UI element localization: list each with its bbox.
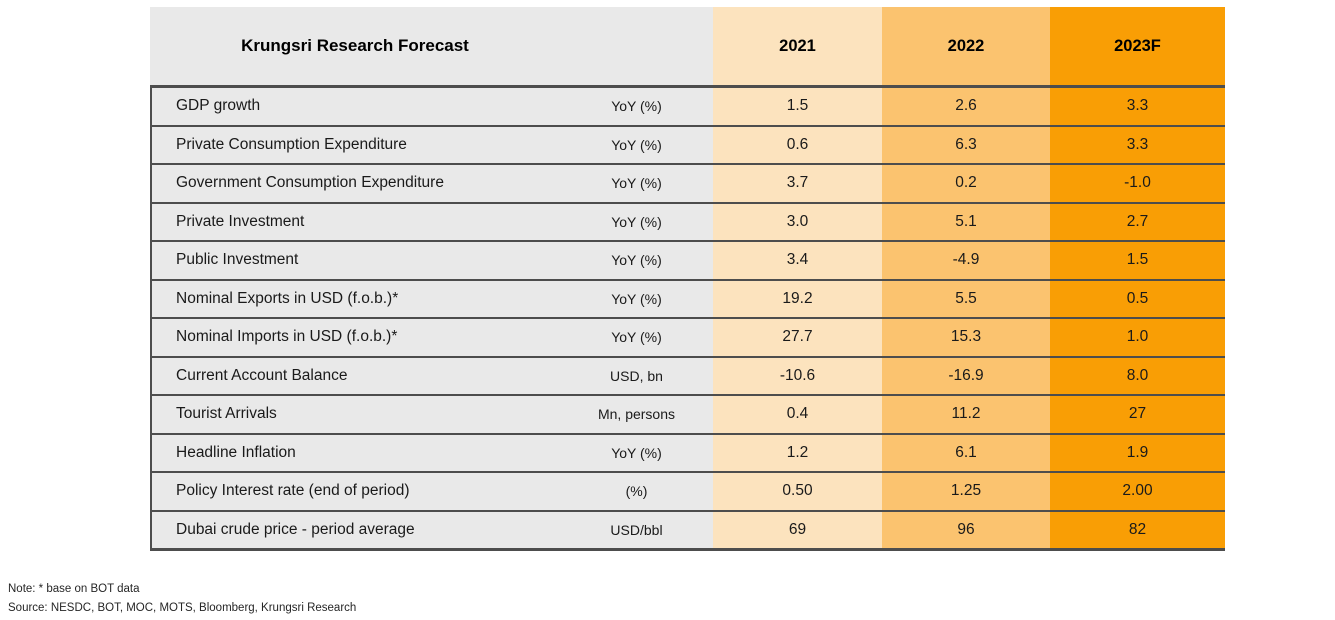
row-value-2022: 5.5 [882, 280, 1050, 317]
row-value-2022: 5.1 [882, 203, 1050, 240]
row-label: Dubai crude price - period average [150, 511, 560, 548]
row-value-2021: 19.2 [713, 280, 882, 317]
row-value-2022: 2.6 [882, 88, 1050, 125]
row-unit: (%) [560, 473, 713, 510]
row-value-2022: 6.1 [882, 434, 1050, 471]
table-row: Nominal Imports in USD (f.o.b.)* YoY (%)… [150, 319, 1225, 358]
row-value-2022: 15.3 [882, 319, 1050, 356]
row-unit: YoY (%) [560, 434, 713, 471]
table-row: Current Account Balance USD, bn -10.6 -1… [150, 357, 1225, 396]
row-label: Headline Inflation [150, 434, 560, 471]
row-value-2021: 27.7 [713, 319, 882, 356]
note-text: Note: * base on BOT data [8, 583, 140, 595]
row-value-2023f: -1.0 [1050, 165, 1225, 202]
row-value-2023f: 8.0 [1050, 357, 1225, 394]
row-label: Nominal Exports in USD (f.o.b.)* [150, 280, 560, 317]
row-label: Public Investment [150, 242, 560, 279]
row-label: Nominal Imports in USD (f.o.b.)* [150, 319, 560, 356]
row-label: Tourist Arrivals [150, 396, 560, 433]
table-row: Headline Inflation YoY (%) 1.2 6.1 1.9 [150, 434, 1225, 473]
row-value-2021: 69 [713, 511, 882, 548]
row-value-2023f: 82 [1050, 511, 1225, 548]
row-value-2021: 1.2 [713, 434, 882, 471]
table-row: GDP growth YoY (%) 1.5 2.6 3.3 [150, 88, 1225, 127]
row-unit: YoY (%) [560, 280, 713, 317]
row-value-2021: 1.5 [713, 88, 882, 125]
table-row: Government Consumption Expenditure YoY (… [150, 165, 1225, 204]
row-value-2022: 6.3 [882, 126, 1050, 163]
table-row: Private Investment YoY (%) 3.0 5.1 2.7 [150, 203, 1225, 242]
row-unit: USD/bbl [560, 511, 713, 548]
row-unit: Mn, persons [560, 396, 713, 433]
unit-column-spacer [560, 7, 713, 85]
row-label: GDP growth [150, 88, 560, 125]
table-row: Dubai crude price - period average USD/b… [150, 511, 1225, 551]
row-value-2023f: 2.7 [1050, 203, 1225, 240]
row-value-2023f: 3.3 [1050, 126, 1225, 163]
row-unit: YoY (%) [560, 126, 713, 163]
row-value-2022: 1.25 [882, 473, 1050, 510]
row-value-2023f: 1.5 [1050, 242, 1225, 279]
row-unit: YoY (%) [560, 242, 713, 279]
row-value-2021: 3.7 [713, 165, 882, 202]
row-value-2023f: 2.00 [1050, 473, 1225, 510]
row-label: Private Consumption Expenditure [150, 126, 560, 163]
row-value-2021: 3.0 [713, 203, 882, 240]
row-unit: YoY (%) [560, 203, 713, 240]
row-value-2023f: 1.0 [1050, 319, 1225, 356]
row-label: Current Account Balance [150, 357, 560, 394]
source-text: Source: NESDC, BOT, MOC, MOTS, Bloomberg… [8, 602, 357, 614]
row-value-2023f: 3.3 [1050, 88, 1225, 125]
column-header-2022: 2022 [882, 7, 1050, 85]
row-value-2021: 0.6 [713, 126, 882, 163]
row-value-2023f: 0.5 [1050, 280, 1225, 317]
footnotes: Note: * base on BOT data Source: NESDC, … [8, 580, 356, 618]
row-value-2021: 0.50 [713, 473, 882, 510]
table-row: Policy Interest rate (end of period) (%)… [150, 473, 1225, 512]
column-header-2023f: 2023F [1050, 7, 1225, 85]
row-label: Policy Interest rate (end of period) [150, 473, 560, 510]
row-value-2023f: 1.9 [1050, 434, 1225, 471]
row-value-2023f: 27 [1050, 396, 1225, 433]
row-value-2022: 11.2 [882, 396, 1050, 433]
row-value-2022: 96 [882, 511, 1050, 548]
table-row: Tourist Arrivals Mn, persons 0.4 11.2 27 [150, 396, 1225, 435]
row-value-2021: -10.6 [713, 357, 882, 394]
table-body: GDP growth YoY (%) 1.5 2.6 3.3 Private C… [150, 88, 1225, 551]
row-unit: USD, bn [560, 357, 713, 394]
row-label: Government Consumption Expenditure [150, 165, 560, 202]
forecast-table: Krungsri Research Forecast 2021 2022 202… [150, 7, 1225, 551]
row-unit: YoY (%) [560, 88, 713, 125]
row-label: Private Investment [150, 203, 560, 240]
table-row: Public Investment YoY (%) 3.4 -4.9 1.5 [150, 242, 1225, 281]
row-value-2021: 3.4 [713, 242, 882, 279]
table-row: Nominal Exports in USD (f.o.b.)* YoY (%)… [150, 280, 1225, 319]
row-value-2022: -16.9 [882, 357, 1050, 394]
row-value-2022: 0.2 [882, 165, 1050, 202]
row-unit: YoY (%) [560, 319, 713, 356]
column-header-2021: 2021 [713, 7, 882, 85]
row-value-2021: 0.4 [713, 396, 882, 433]
table-header-row: Krungsri Research Forecast 2021 2022 202… [150, 7, 1225, 88]
row-unit: YoY (%) [560, 165, 713, 202]
table-title: Krungsri Research Forecast [150, 7, 560, 85]
table-row: Private Consumption Expenditure YoY (%) … [150, 126, 1225, 165]
row-value-2022: -4.9 [882, 242, 1050, 279]
